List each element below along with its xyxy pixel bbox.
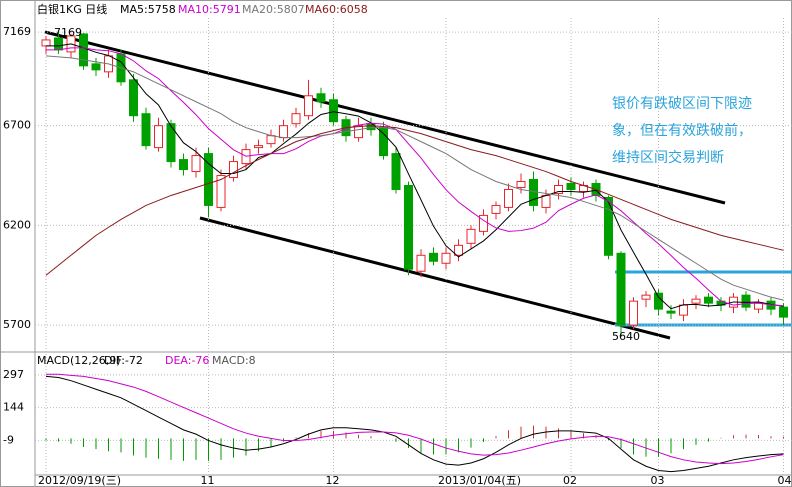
x-tick-label: 04 [778,474,792,487]
x-tick-label: 02 [563,474,577,487]
candle-body [391,153,401,190]
candle-body [666,310,676,314]
high-label: 7169 [54,26,82,39]
candle-body [404,184,413,270]
x-tick-label: 12 [326,474,340,487]
trend-line-lower [199,216,671,340]
candle-body [779,306,788,318]
y-tick-label: 297 [3,368,24,381]
candle-body [429,252,438,262]
trend-line-upper [44,30,726,205]
low-label: 5640 [612,330,640,343]
candle-body [516,181,526,188]
candle-body [129,79,138,117]
candle-body [691,298,701,304]
candle-body [204,153,213,206]
x-tick-label: 2012/09/19(三) [38,474,121,487]
candle-body [616,252,626,326]
x-tick-label: 2013/01/04(五) [438,474,521,487]
y-tick-label: 6700 [3,119,31,132]
legend-entry: DIF:-72 [104,354,143,367]
candle-body [754,302,763,310]
line-series [46,373,784,465]
candle-body [491,204,501,214]
candle-body [154,125,163,149]
candle-body [266,135,276,145]
candle-body [79,33,88,67]
candle-body [141,113,151,147]
candle-body [41,39,51,47]
candle-body [91,63,101,71]
candle-body [741,294,751,308]
candle-body [279,125,288,139]
chart-title: 白银1KG 日线 [37,2,107,16]
candle-body [191,155,201,173]
candle-body [704,296,713,304]
candle-body [641,294,651,300]
legend-entry: MA60:6058 [305,3,368,16]
line-series [45,375,784,473]
candle-body [454,244,463,256]
candle-body [216,175,226,208]
candle-body [354,125,363,139]
candle-body [554,184,563,194]
candle-body [441,252,451,264]
legend-entry: MACD:8 [212,354,256,367]
marks [41,32,788,473]
candle-body [254,145,263,149]
y-tick-label: 5700 [3,318,31,331]
candle-body [629,300,638,326]
legend-entry: MA5:5758 [120,3,176,16]
candle-body [291,113,301,125]
note-line: 维持区间交易判断 [612,149,724,166]
candle-body [229,161,238,179]
line-series [45,55,784,301]
candle-body [179,159,188,171]
line-series [46,43,784,310]
legend-entry: MA10:5791 [178,3,241,16]
line-series [45,125,784,276]
candle-body [316,93,326,103]
candle-body [529,179,538,206]
candle-body [304,95,313,117]
candle-body [416,254,426,272]
candle-body [604,196,613,256]
macd-title: MACD(12,26,9) [37,354,121,367]
candle-body [566,183,576,190]
note-line: 象，但在有效跌破前， [612,122,752,139]
candle-body [679,304,688,316]
candle-body [329,99,338,123]
candle-body [54,37,63,51]
x-tick-label: 03 [651,474,665,487]
candle-body [504,188,513,208]
y-tick-label: 144 [3,401,24,414]
candle-body [166,123,176,163]
candle-body [466,228,476,244]
candle-body [654,292,663,310]
y-tick-label: 7169 [3,25,31,38]
note-line: 银价有跌破区间下限迹 [612,96,752,112]
y-tick-label: -9 [3,433,14,446]
candle-body [366,123,376,131]
legend-entry: MA20:5807 [242,3,305,16]
y-tick-label: 6200 [3,218,31,231]
x-tick-label: 11 [201,474,215,487]
candle-body [541,194,551,208]
legend-entry: DEA:-76 [165,354,209,367]
